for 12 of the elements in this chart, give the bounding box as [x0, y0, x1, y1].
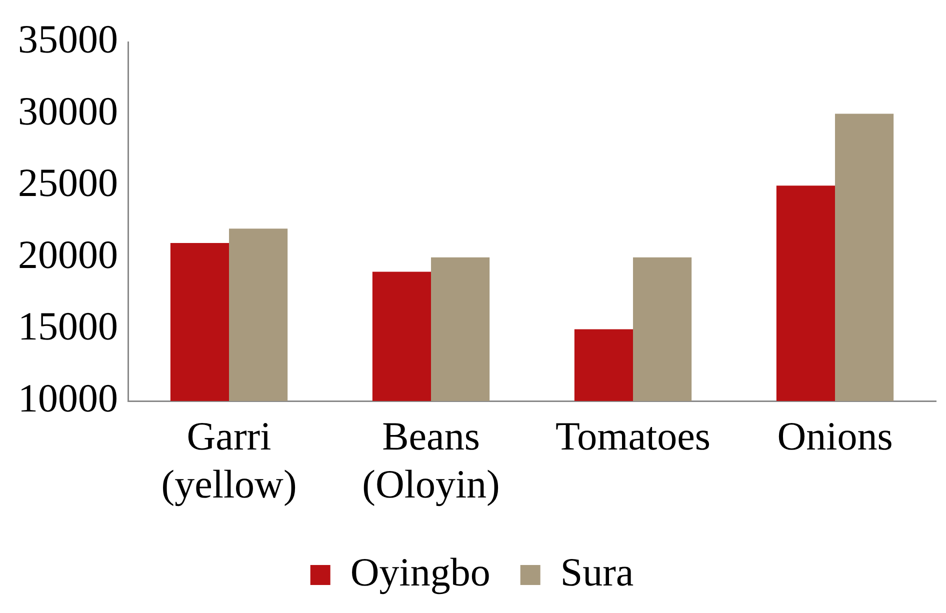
y-tick-label: 10000 [18, 376, 118, 420]
legend-label: Oyingbo [350, 550, 490, 594]
y-tick-label: 15000 [18, 304, 118, 349]
x-tick-label: Tomatoes [556, 414, 710, 458]
x-tick-label: Onions [777, 414, 893, 458]
y-tick-label: 25000 [18, 160, 118, 206]
legend-label: Sura [560, 550, 634, 594]
x-tick-label: Beans (Oloyin) [362, 414, 500, 506]
y-tick-label: 30000 [18, 88, 118, 134]
x-tick-label: Garri (yellow) [161, 414, 297, 506]
y-tick-label: 20000 [18, 232, 118, 277]
y-tick-label: 35000 [18, 16, 118, 62]
